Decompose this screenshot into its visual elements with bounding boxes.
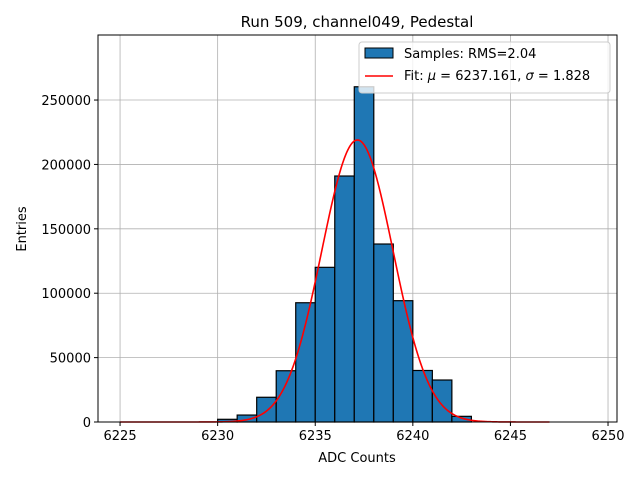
ticks: 6225 6230 6235 6240 6245 6250 0 50000 100000 1500…	[41, 94, 624, 444]
x-axis-label: ADC Counts	[318, 451, 396, 466]
histogram-bar	[314, 266, 336, 423]
histogram-bar	[295, 302, 316, 423]
histogram-bar	[353, 86, 375, 423]
y-axis-label: Entries	[15, 206, 30, 252]
legend-label-samples: Samples: RMS=2.04	[404, 47, 536, 62]
x-tick-label: 6225	[104, 429, 137, 444]
y-tick-label: 150000	[41, 223, 91, 238]
legend-box	[358, 41, 611, 94]
x-tick-label: 6240	[396, 429, 429, 444]
x-tick-label: 6235	[299, 429, 332, 444]
histogram-bar	[334, 175, 355, 423]
chart-title: Run 509, channel049, Pedestal	[241, 13, 474, 31]
legend-swatch-samples	[364, 47, 394, 59]
histogram-bar	[431, 379, 453, 423]
histogram-bar	[412, 369, 433, 423]
histogram-bars	[217, 86, 472, 423]
x-tick-label: 6230	[201, 429, 234, 444]
legend-label-fit: Fit: μ = 6237.161, σ = 1.828	[404, 69, 590, 84]
y-tick-label: 100000	[41, 287, 91, 302]
x-tick-label: 6245	[494, 429, 527, 444]
histogram-bar	[373, 243, 394, 423]
legend: Samples: RMS=2.04 Fit: μ = 6237.161, σ =…	[358, 41, 611, 94]
histogram-bar	[392, 300, 414, 423]
x-tick-label: 6250	[591, 429, 624, 444]
y-tick-label: 50000	[50, 352, 91, 367]
y-tick-label: 0	[83, 416, 91, 431]
y-tick-label: 250000	[41, 94, 91, 109]
histogram-bar	[256, 396, 277, 423]
y-tick-label: 200000	[41, 158, 91, 173]
